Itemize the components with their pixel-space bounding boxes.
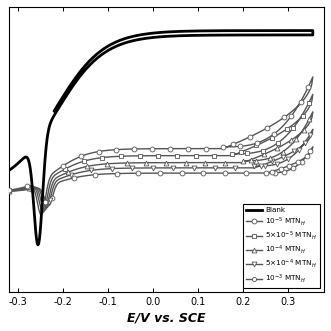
- Legend: Blank, 10$^{-5}$ MTN$_{H}$, 5×10$^{-5}$ MTN$_{H}$, 10$^{-4}$ MTN$_{H}$, 5×10$^{-: Blank, 10$^{-5}$ MTN$_{H}$, 5×10$^{-5}$ …: [243, 204, 320, 288]
- X-axis label: E/V vs. SCE: E/V vs. SCE: [127, 311, 206, 324]
